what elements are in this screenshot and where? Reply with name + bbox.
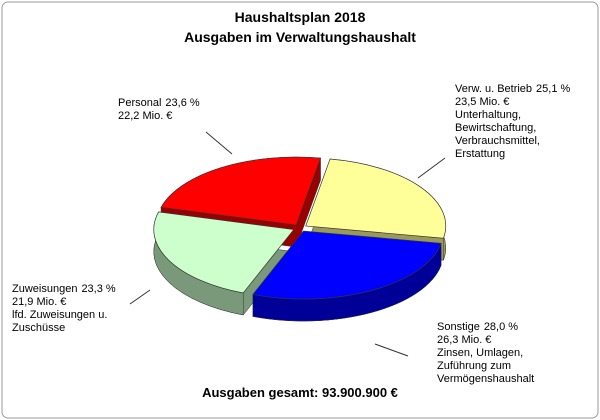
leader-line — [129, 289, 151, 305]
chart-subtitle: Ausgaben im Verwaltungshaushalt — [184, 29, 416, 45]
total-label: Ausgaben gesamt: 93.900.900 € — [202, 385, 398, 400]
value-label: 23,3 % — [81, 283, 115, 295]
slice — [252, 230, 442, 300]
slice — [305, 158, 447, 239]
description-line: Erstattung — [455, 148, 505, 160]
category-name: Sonstige — [437, 321, 480, 333]
leader-line — [417, 157, 446, 179]
description-line: Zuführung zum — [437, 360, 511, 372]
description-line: Vermögenshaushalt — [437, 373, 534, 385]
description-line: Zuschüsse — [12, 322, 65, 334]
amount-label: 26,3 Mio. € — [437, 334, 491, 346]
slice-label: Zuweisungen 23,3 % — [12, 283, 116, 295]
description-line: Verbrauchsmittel, — [455, 135, 540, 147]
amount-label: 22,2 Mio. € — [118, 110, 172, 122]
category-name: Verw. u. Betrieb — [455, 83, 532, 95]
slice-label: Verw. u. Betrieb 25,1 % — [455, 83, 571, 95]
slice-label: Personal 23,6 % — [118, 97, 200, 109]
slice — [153, 211, 295, 294]
value-label: 28,0 % — [484, 321, 518, 333]
leader-line — [374, 343, 409, 357]
description-line: lfd. Zuweisungen u. — [12, 309, 107, 321]
description-line: Zinsen, Umlagen, — [437, 347, 523, 359]
slice — [160, 156, 322, 226]
category-name: Personal — [118, 97, 161, 109]
amount-label: 23,5 Mio. € — [455, 96, 509, 108]
chart-title: Haushaltsplan 2018 — [235, 9, 366, 25]
amount-label: 21,9 Mio. € — [12, 296, 66, 308]
description-line: Bewirtschaftung, — [455, 122, 536, 134]
leader-line — [205, 131, 233, 155]
slice-label: Sonstige 28,0 % — [437, 321, 518, 333]
value-label: 25,1 % — [536, 83, 570, 95]
description-line: Unterhaltung, — [455, 109, 521, 121]
category-name: Zuweisungen — [12, 283, 77, 295]
value-label: 23,6 % — [165, 97, 199, 109]
